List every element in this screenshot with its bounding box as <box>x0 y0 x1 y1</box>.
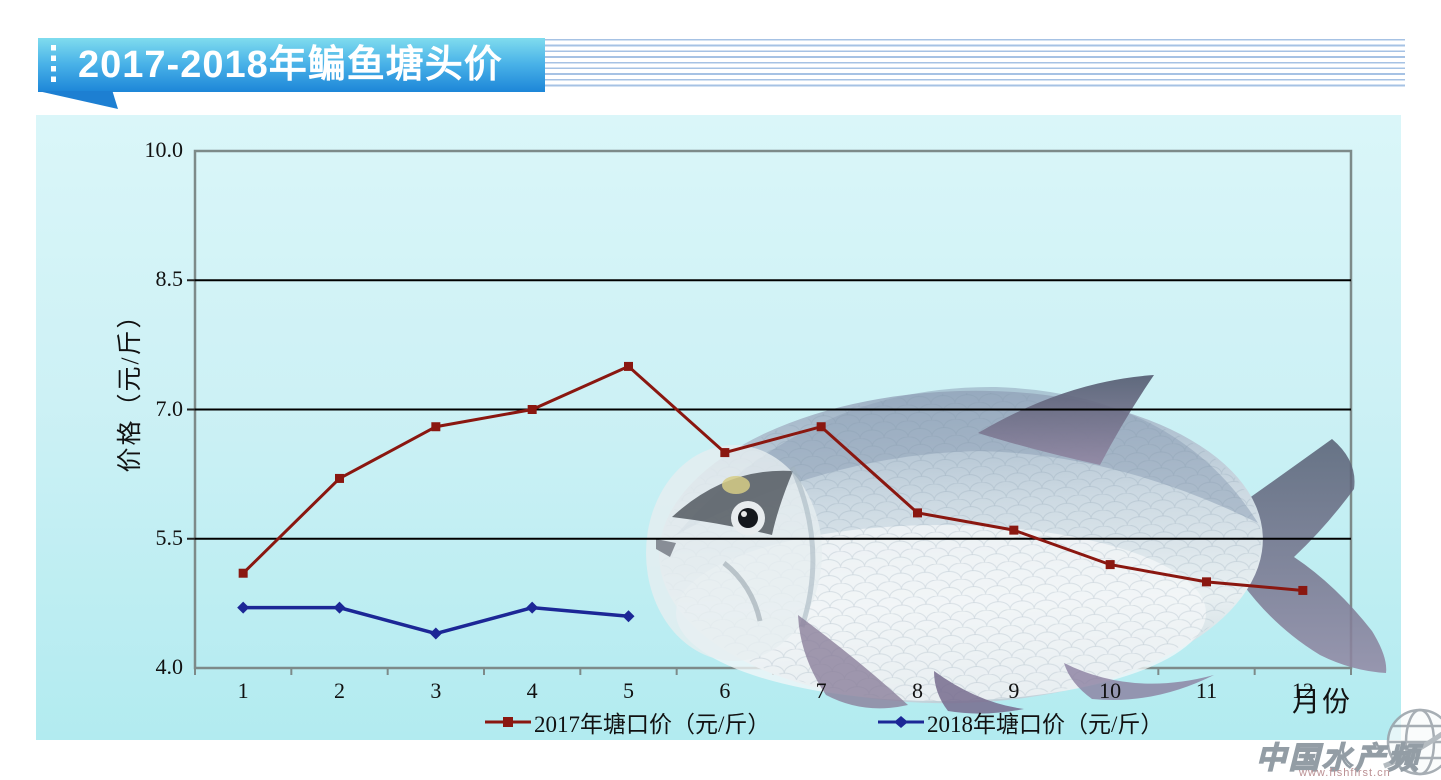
y-tick-label: 10.0 <box>144 137 184 162</box>
y-tick-label: 5.5 <box>155 524 184 550</box>
x-tick-label: 4 <box>526 678 538 703</box>
x-tick-label: 6 <box>719 678 731 703</box>
watermark-url: www.fishfirst.cn <box>1299 767 1391 779</box>
legend-item-2017: 2017年塘口价（元/斤） <box>484 705 770 739</box>
gridlines <box>195 279 1351 540</box>
y-tick-label: 4.0 <box>155 654 184 679</box>
x-axis-title: 月份 <box>1292 687 1353 718</box>
y-tick-label: 8.5 <box>155 266 184 292</box>
x-tick-label: 2 <box>334 678 345 703</box>
x-tick-label: 7 <box>815 678 827 703</box>
x-tick-label: 11 <box>1195 678 1218 703</box>
y-tick-label: 7.0 <box>155 395 184 421</box>
globe-icon <box>1383 708 1441 776</box>
fish-image <box>646 375 1387 714</box>
legend-swatch-2017-line-square <box>485 717 531 727</box>
line-chart <box>187 149 1387 714</box>
watermark-title: 中国水产频道 <box>1255 741 1421 775</box>
x-tick-label: 8 <box>912 678 923 703</box>
x-tick-label: 1 <box>237 678 249 703</box>
x-tick-label: 9 <box>1008 678 1020 703</box>
legend-swatch-2018-line-diamond <box>878 716 924 728</box>
data-series <box>237 361 1308 640</box>
title-banner: 2017-2018年鳊鱼塘头价 <box>38 38 545 92</box>
page-title: 2017-2018年鳊鱼塘头价 <box>78 44 503 86</box>
ruled-lines-decoration <box>545 39 1405 90</box>
y-axis-title: 价格（元/斤） <box>117 301 144 473</box>
x-tick-label: 3 <box>430 678 442 703</box>
legend-label-2018: 2018年塘口价（元/斤） <box>927 712 1164 737</box>
banner-tail-decoration <box>38 91 118 109</box>
x-tick-label: 5 <box>623 678 634 703</box>
chart-panel: 10.0 8.5 7.0 5.5 4.0 1 2 3 4 5 6 7 8 9 10 11 12 价格（元/斤）… <box>36 115 1401 740</box>
legend-label-2017: 2017年塘口价（元/斤） <box>534 712 771 737</box>
banner-dashes-decoration <box>51 45 56 85</box>
x-tick-label: 10 <box>1099 678 1122 703</box>
x-tick-label: 12 <box>1291 678 1314 703</box>
legend-item-2018: 2018年塘口价（元/斤） <box>877 705 1163 739</box>
